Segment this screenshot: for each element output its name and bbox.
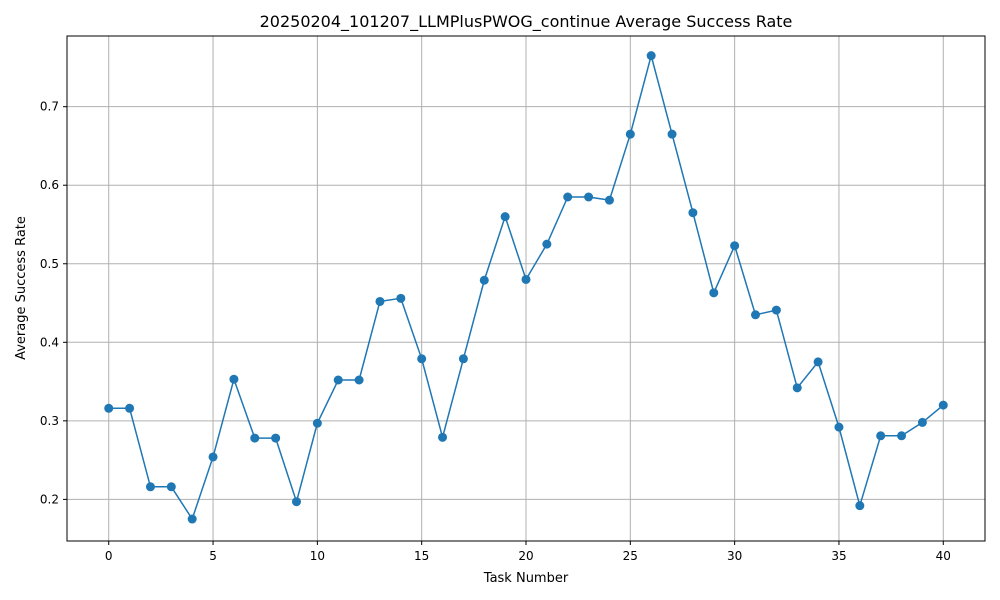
- y-tick-label: 0.5: [40, 257, 59, 271]
- y-tick-label: 0.4: [40, 335, 59, 349]
- data-point: [354, 375, 364, 385]
- data-point: [667, 129, 677, 139]
- data-point: [834, 422, 844, 432]
- y-axis-ticks: 0.2 0.3 0.4 0.5 0.6 0.7: [40, 100, 67, 506]
- chart-title: 20250204_101207_LLMPlusPWOG_continue Ave…: [260, 12, 793, 32]
- data-point: [438, 432, 448, 442]
- data-point: [145, 482, 155, 492]
- x-tick-label: 30: [727, 549, 742, 563]
- grid-lines: [67, 36, 985, 541]
- x-axis-label: Task Number: [483, 571, 569, 586]
- data-point: [250, 433, 260, 443]
- x-tick-label: 25: [623, 549, 638, 563]
- data-point: [917, 417, 927, 427]
- x-tick-label: 15: [414, 549, 429, 563]
- data-point: [500, 212, 510, 222]
- data-point: [271, 433, 281, 443]
- data-point: [584, 192, 594, 202]
- data-point: [166, 482, 176, 492]
- data-point: [104, 403, 114, 413]
- data-point: [771, 305, 781, 315]
- data-point: [229, 374, 239, 384]
- data-point: [563, 192, 573, 202]
- data-point: [458, 354, 468, 364]
- data-point: [208, 452, 218, 462]
- data-point: [897, 431, 907, 441]
- data-point: [855, 501, 865, 511]
- data-point: [375, 296, 385, 306]
- data-point: [709, 288, 719, 298]
- data-point: [521, 274, 531, 284]
- x-axis-ticks: 0 5 10 15 20 25 30 35 40: [105, 541, 951, 563]
- x-tick-label: 0: [105, 549, 113, 563]
- data-point: [187, 514, 197, 524]
- data-point: [876, 431, 886, 441]
- x-tick-label: 10: [310, 549, 325, 563]
- data-point: [417, 354, 427, 364]
- data-point: [646, 51, 656, 61]
- data-point: [751, 310, 760, 320]
- y-tick-label: 0.2: [40, 492, 59, 506]
- data-point: [625, 129, 635, 139]
- data-point: [792, 383, 802, 393]
- y-tick-label: 0.6: [40, 178, 59, 192]
- y-tick-label: 0.3: [40, 414, 59, 428]
- x-tick-label: 5: [209, 549, 217, 563]
- data-point: [333, 375, 343, 385]
- series-markers: [104, 51, 948, 524]
- data-point: [604, 195, 614, 205]
- data-point: [688, 208, 698, 218]
- data-point: [312, 418, 322, 428]
- data-point: [730, 241, 740, 251]
- data-point: [479, 275, 489, 285]
- data-point: [292, 497, 301, 507]
- x-tick-label: 40: [936, 549, 951, 563]
- data-point: [396, 293, 406, 303]
- x-tick-label: 20: [518, 549, 533, 563]
- data-point: [542, 239, 552, 249]
- data-point: [125, 403, 135, 413]
- data-point: [938, 400, 948, 410]
- y-axis-label: Average Success Rate: [14, 216, 29, 360]
- y-tick-label: 0.7: [40, 100, 59, 114]
- data-point: [813, 357, 823, 367]
- x-tick-label: 35: [831, 549, 846, 563]
